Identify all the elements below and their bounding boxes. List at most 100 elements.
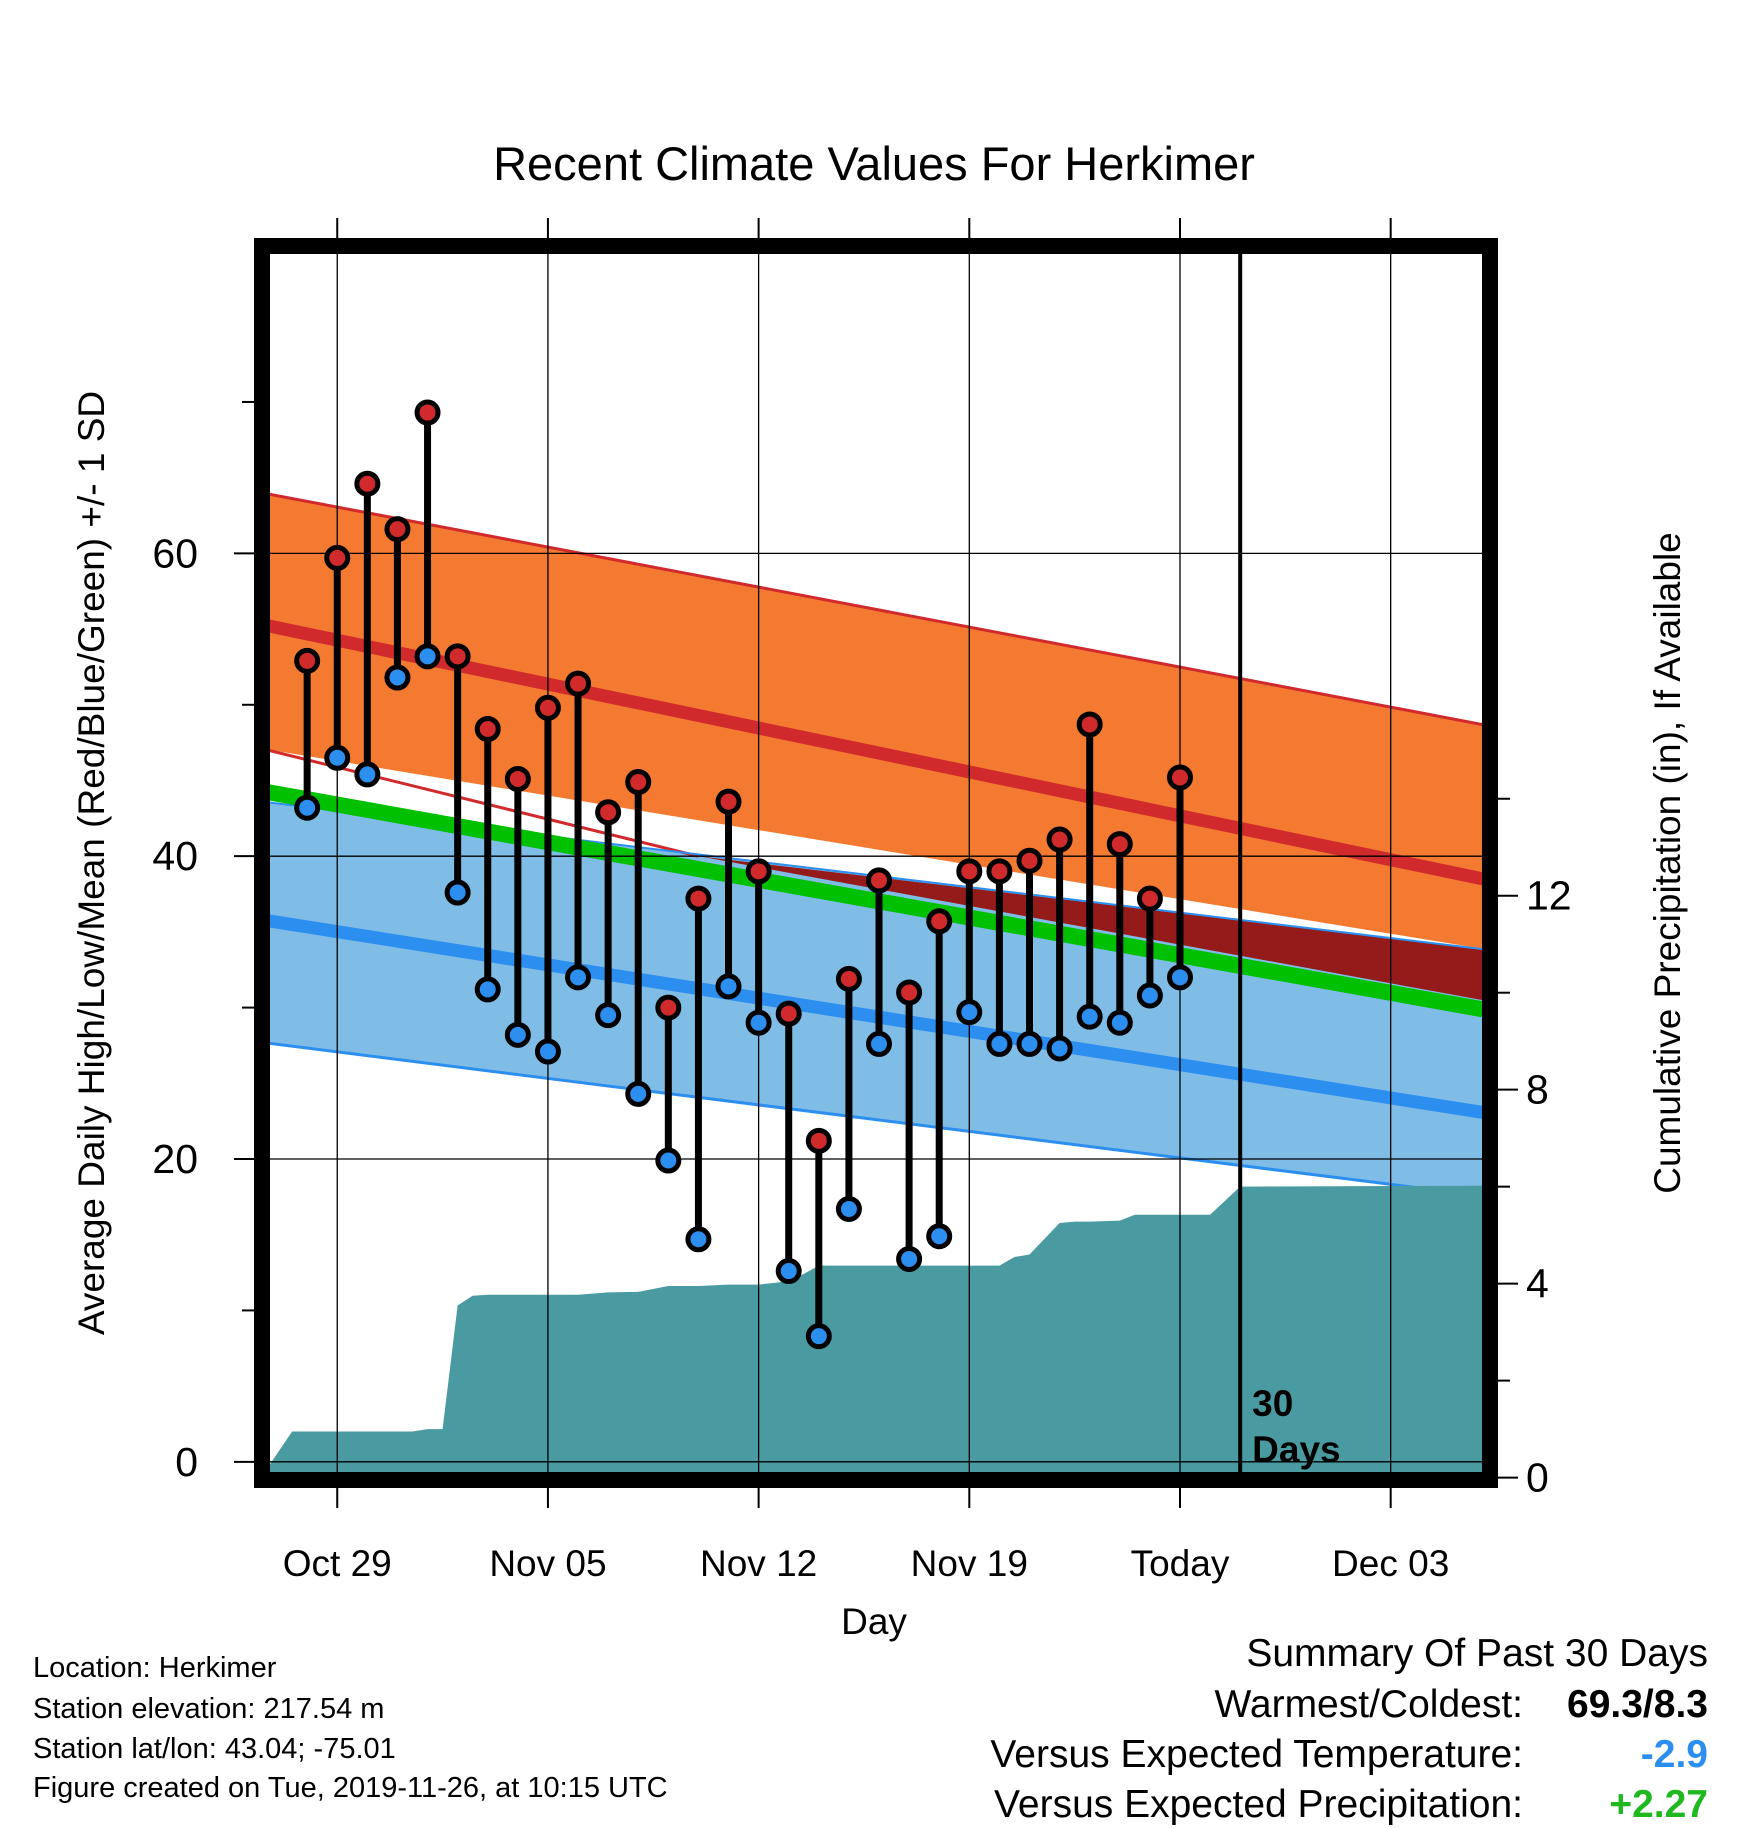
daily-low-point [775, 1258, 802, 1285]
y2-tick-label: 4 [1526, 1261, 1549, 1307]
created-text: Figure created on Tue, 2019-11-26, at 10… [33, 1772, 668, 1804]
daily-high-point [866, 867, 893, 894]
daily-low-point [1166, 964, 1193, 991]
chart-text-layer: Recent Climate Values For Herkimer Oct 29… [71, 137, 1688, 1642]
y-tick-label: 20 [152, 1136, 198, 1182]
summary-warmest-value: 69.3/8.3 [1567, 1683, 1708, 1726]
daily-low-point [866, 1030, 893, 1057]
summary-title: Summary Of Past 30 Days [1246, 1632, 1708, 1675]
today-marker-label-line2: Days [1252, 1429, 1340, 1470]
daily-high-point [926, 908, 953, 935]
climate-bands-layer [262, 491, 1490, 1199]
daily-low-point [414, 643, 441, 670]
latlon-text: Station lat/lon: 43.04; -75.01 [33, 1733, 396, 1765]
daily-low-point [835, 1195, 862, 1222]
daily-high-point [805, 1127, 832, 1154]
normal-high-upper-line [262, 491, 1490, 728]
sd-overlap-band [698, 856, 1490, 1002]
summary-temp-row: Versus Expected Temperature: -2.9 [990, 1735, 1708, 1775]
daily-high-point [715, 788, 742, 815]
y-tick-label: 60 [152, 530, 198, 576]
daily-high-point [504, 765, 531, 792]
x-tick-label: Oct 29 [283, 1543, 392, 1584]
precipitation-layer [262, 1185, 1490, 1480]
daily-low-point [926, 1223, 953, 1250]
daily-low-point [294, 794, 321, 821]
summary-warmest-row: Warmest/Coldest: 69.3/8.3 [1215, 1685, 1708, 1725]
daily-high-point [354, 470, 381, 497]
daily-low-point [1076, 1003, 1103, 1030]
daily-low-point [354, 761, 381, 788]
daily-low-point [805, 1323, 832, 1350]
y-tick-label: 40 [152, 833, 198, 879]
daily-high-point [414, 399, 441, 426]
daily-low-point [625, 1080, 652, 1107]
x-axis-label: Day [841, 1601, 907, 1642]
x-tick-label: Today [1131, 1543, 1230, 1584]
axes-layer [234, 218, 1518, 1508]
y2-axis-label: Cumulative Precipitation (in), If Availa… [1647, 532, 1688, 1194]
daily-high-point [534, 694, 561, 721]
daily-low-point [534, 1038, 561, 1065]
today-marker-label-line1: 30 [1252, 1383, 1293, 1424]
y2-tick-label: 12 [1526, 873, 1572, 919]
x-tick-label: Nov 12 [700, 1543, 817, 1584]
daily-high-point [294, 647, 321, 674]
daily-high-point [474, 716, 501, 743]
daily-high-point [1016, 847, 1043, 874]
daily-marks-layer [294, 399, 1193, 1350]
daily-high-point [444, 643, 471, 670]
daily-high-point [745, 858, 772, 885]
daily-low-point [565, 964, 592, 991]
daily-low-point [595, 1002, 622, 1029]
daily-high-point [896, 979, 923, 1006]
location-text: Location: Herkimer [33, 1652, 277, 1684]
y-axis-label: Average Daily High/Low/Mean (Red/Blue/Gr… [71, 391, 112, 1335]
daily-low-point [1136, 982, 1163, 1009]
daily-low-point [1046, 1035, 1073, 1062]
daily-low-point [745, 1009, 772, 1036]
cumulative-precipitation-area [262, 1185, 1490, 1480]
daily-high-point [1106, 831, 1133, 858]
summary-temp-label: Versus Expected Temperature: [990, 1733, 1523, 1776]
daily-low-point [896, 1245, 923, 1272]
daily-high-point [1046, 826, 1073, 853]
daily-low-point [1106, 1009, 1133, 1036]
daily-low-point [474, 976, 501, 1003]
summary-precip-value: +2.27 [1609, 1783, 1708, 1826]
daily-high-point [1076, 711, 1103, 738]
elevation-text: Station elevation: 217.54 m [33, 1693, 385, 1725]
daily-low-point [444, 879, 471, 906]
daily-low-point [685, 1226, 712, 1253]
daily-low-point [1016, 1030, 1043, 1057]
summary-precip-label: Versus Expected Precipitation: [994, 1783, 1523, 1826]
plot-frame [254, 238, 1498, 1488]
daily-high-point [1136, 885, 1163, 912]
daily-low-point [384, 664, 411, 691]
y2-tick-label: 0 [1526, 1455, 1549, 1501]
daily-high-point [956, 858, 983, 885]
x-tick-label: Nov 05 [489, 1543, 606, 1584]
y2-tick-label: 8 [1526, 1067, 1549, 1113]
summary-temp-value: -2.9 [1640, 1733, 1708, 1776]
daily-high-point [565, 670, 592, 697]
summary-precip-row: Versus Expected Precipitation: +2.27 [994, 1785, 1708, 1825]
daily-high-point [625, 768, 652, 795]
daily-high-point [384, 516, 411, 543]
daily-low-point [324, 744, 351, 771]
daily-high-point [835, 965, 862, 992]
x-tick-label: Dec 03 [1332, 1543, 1449, 1584]
daily-low-point [715, 973, 742, 1000]
daily-low-point [504, 1021, 531, 1048]
x-tick-label: Nov 19 [911, 1543, 1028, 1584]
chart-title: Recent Climate Values For Herkimer [493, 137, 1255, 190]
daily-high-point [655, 994, 682, 1021]
daily-high-point [1166, 764, 1193, 791]
daily-high-point [595, 799, 622, 826]
daily-high-point [775, 1000, 802, 1027]
normal-low-lower-line [262, 1040, 1490, 1199]
daily-low-point [655, 1147, 682, 1174]
y-tick-label: 0 [175, 1439, 198, 1485]
daily-high-point [685, 885, 712, 912]
summary-warmest-label: Warmest/Coldest: [1214, 1683, 1523, 1726]
